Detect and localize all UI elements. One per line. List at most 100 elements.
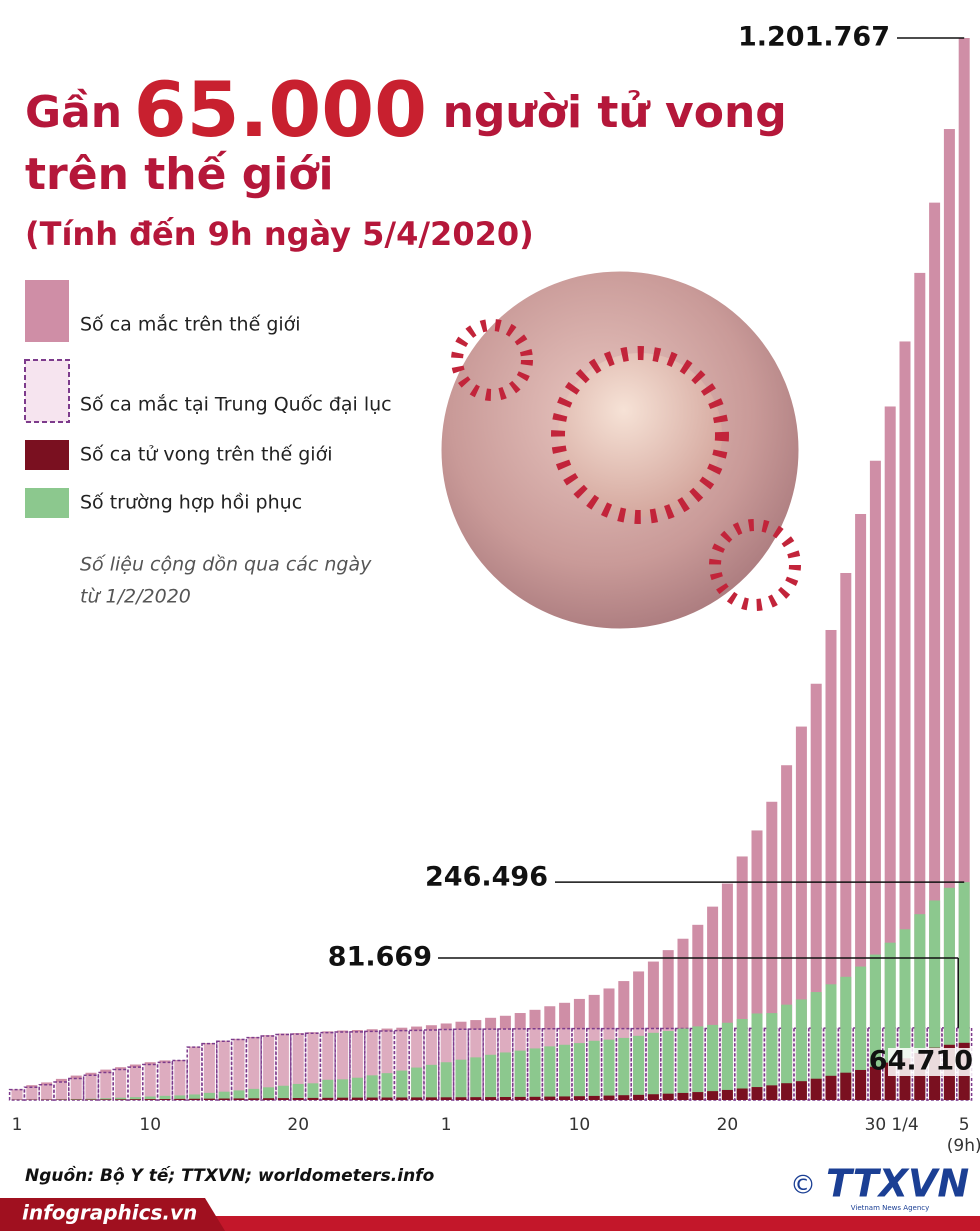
bar — [588, 1040, 600, 1100]
bar — [810, 1078, 822, 1100]
bar — [751, 1087, 763, 1100]
bar — [766, 801, 778, 1100]
bar — [85, 1098, 97, 1100]
bar — [248, 1088, 260, 1100]
bar — [381, 1097, 393, 1100]
bar — [736, 1018, 748, 1100]
bar — [97, 1071, 114, 1101]
bar — [647, 1032, 659, 1100]
bar — [144, 1099, 156, 1100]
bar — [8, 1088, 26, 1101]
bar — [958, 882, 970, 1100]
bar — [68, 1077, 85, 1101]
bar — [751, 1013, 763, 1100]
bar — [943, 887, 955, 1100]
bar — [292, 1098, 304, 1100]
bar — [455, 1059, 467, 1100]
bar — [499, 1097, 511, 1100]
legend-swatch — [24, 359, 70, 423]
bar — [795, 999, 807, 1100]
value-label: 1.201.767 — [738, 22, 890, 53]
bar — [366, 1075, 378, 1100]
bar — [662, 1093, 674, 1100]
bar — [425, 1025, 437, 1100]
bar — [233, 1038, 245, 1100]
bar — [55, 1078, 67, 1100]
title: Gần 65.000 người tử vong — [25, 65, 787, 154]
bar — [381, 1028, 393, 1100]
bar — [174, 1098, 186, 1100]
legend-swatch — [25, 440, 69, 470]
bar — [766, 1013, 778, 1100]
note: Số liệu cộng dồn qua các ngày — [80, 554, 372, 576]
logo-name: TTXVN — [826, 1162, 969, 1206]
bar — [381, 1073, 393, 1100]
bar — [840, 976, 852, 1100]
bar — [201, 1042, 218, 1101]
bar — [144, 1062, 156, 1100]
bar — [129, 1099, 141, 1100]
bar — [677, 938, 689, 1100]
bar — [216, 1040, 233, 1101]
bar — [766, 1085, 778, 1100]
bar — [470, 1057, 482, 1100]
bar — [559, 1096, 571, 1100]
x-tick-label: 1 — [441, 1115, 452, 1135]
bar — [337, 1030, 349, 1100]
bar — [633, 971, 645, 1100]
bar — [707, 1091, 719, 1100]
x-tick-label: 1/4 — [891, 1115, 918, 1135]
bar — [751, 830, 763, 1100]
bar — [337, 1097, 349, 1100]
footer-band — [0, 1216, 980, 1231]
bar — [218, 1098, 230, 1100]
bar — [115, 1067, 127, 1100]
bar — [351, 1077, 363, 1100]
bar — [425, 1064, 437, 1100]
bar — [366, 1029, 378, 1100]
title-line2: trên thế giới — [25, 149, 334, 200]
bar — [115, 1097, 127, 1100]
bar — [277, 1085, 289, 1100]
x-tick-label: 5 — [959, 1115, 970, 1135]
bar — [855, 1069, 867, 1100]
bar — [26, 1085, 38, 1100]
bar — [470, 1097, 482, 1100]
bar — [899, 341, 911, 1100]
bar — [573, 1043, 585, 1100]
bar — [825, 629, 837, 1100]
value-label: 64.710 — [869, 1046, 973, 1077]
bar — [647, 961, 659, 1100]
bar — [115, 1099, 127, 1100]
bar — [159, 1060, 171, 1100]
bar — [958, 38, 970, 1100]
bar — [647, 1094, 659, 1100]
bar — [70, 1075, 82, 1100]
bar — [218, 1040, 230, 1100]
bar — [322, 1031, 334, 1100]
bar — [884, 942, 896, 1100]
bar — [203, 1043, 215, 1100]
bar — [544, 1096, 556, 1100]
bar — [677, 1028, 689, 1100]
bar — [263, 1035, 275, 1100]
bar — [736, 856, 748, 1100]
bar — [855, 513, 867, 1100]
bar — [159, 1099, 171, 1100]
bar — [396, 1097, 408, 1100]
bar — [189, 1094, 201, 1100]
bar — [825, 1075, 837, 1100]
bar — [277, 1098, 289, 1100]
bar — [411, 1097, 423, 1100]
legend-label: Số ca tử vong trên thế giới — [80, 444, 332, 466]
bar — [544, 1046, 556, 1100]
bar — [810, 683, 822, 1100]
bar — [144, 1096, 156, 1100]
x-tick-label: 10 — [569, 1115, 591, 1135]
bar — [499, 1052, 511, 1100]
bar — [692, 1092, 704, 1100]
bar — [485, 1054, 497, 1100]
bar — [529, 1096, 541, 1100]
bar — [174, 1095, 186, 1100]
bar — [633, 1094, 645, 1100]
